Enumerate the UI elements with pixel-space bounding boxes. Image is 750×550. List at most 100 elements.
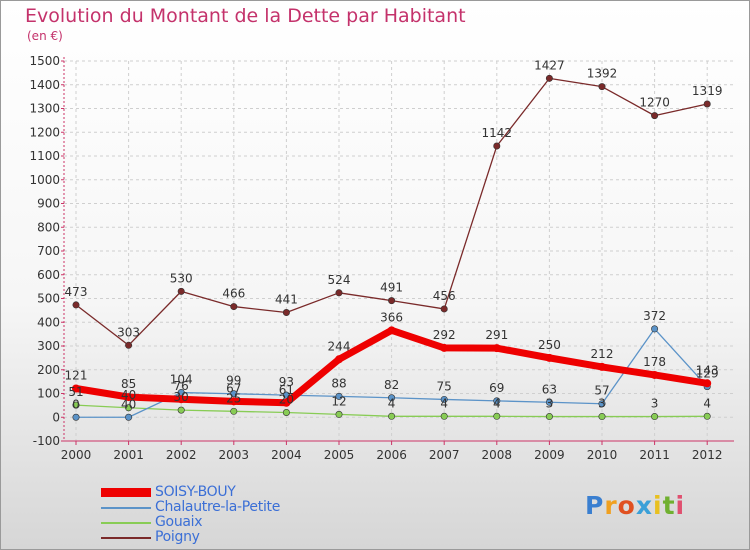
data-point-gouaix [598, 413, 606, 421]
legend-swatch-chalautre-la-petite [101, 506, 151, 509]
y-tick-label: 400 [37, 315, 60, 329]
data-point-poigny [282, 309, 290, 317]
data-point-soisy-bouy [282, 398, 291, 407]
data-label-chalautre-la-petite: 69 [489, 381, 504, 395]
data-point-soisy-bouy [440, 343, 449, 352]
data-label-soisy-bouy: 85 [121, 377, 136, 391]
data-label-chalautre-la-petite: 40 [121, 397, 136, 411]
data-point-gouaix [177, 406, 185, 414]
x-tick-label: 2002 [166, 448, 197, 462]
data-point-gouaix [440, 412, 448, 420]
data-point-gouaix [703, 412, 711, 420]
data-point-chalautre-la-petite [230, 390, 238, 398]
legend-label: SOISY-BOUY [155, 484, 236, 500]
data-label-chalautre-la-petite: 0 [72, 397, 80, 411]
data-label-gouaix: 4 [703, 396, 711, 410]
data-point-poigny [545, 74, 553, 82]
data-label-chalautre-la-petite: 88 [331, 376, 346, 390]
data-label-poigny: 1427 [534, 58, 565, 72]
data-label-gouaix: 4 [493, 396, 501, 410]
data-label-soisy-bouy: 76 [174, 379, 189, 393]
proxiti-logo: Proxiti [585, 491, 686, 520]
y-tick-label: -100 [33, 434, 60, 448]
data-point-gouaix [230, 407, 238, 415]
data-label-soisy-bouy: 212 [591, 347, 614, 361]
chart-unit: (en €) [27, 29, 63, 43]
data-point-poigny [703, 100, 711, 108]
data-point-soisy-bouy [598, 362, 606, 371]
data-label-gouaix: 3 [598, 397, 606, 411]
data-label-soisy-bouy: 121 [65, 369, 88, 383]
x-tick-label: 2000 [61, 448, 92, 462]
data-point-chalautre-la-petite [440, 395, 448, 403]
data-label-gouaix: 40 [121, 388, 136, 402]
data-label-gouaix: 4 [388, 396, 396, 410]
data-point-soisy-bouy [72, 384, 80, 393]
data-label-soisy-bouy: 143 [696, 363, 719, 377]
legend-label: Poigny [155, 529, 200, 545]
data-point-gouaix [545, 413, 553, 421]
data-label-poigny: 530 [170, 271, 193, 285]
x-tick-label: 2005 [324, 448, 355, 462]
data-label-soisy-bouy: 178 [643, 355, 666, 369]
legend-swatch-gouaix [101, 521, 151, 524]
y-tick-label: 700 [37, 244, 60, 258]
data-label-poigny: 441 [275, 293, 298, 307]
data-label-gouaix: 12 [331, 394, 346, 408]
y-tick-label: 1300 [29, 102, 60, 116]
data-point-chalautre-la-petite [545, 398, 553, 406]
legend-label: Chalautre-la-Petite [155, 499, 281, 515]
legend-item-poigny: Poigny [101, 530, 280, 545]
data-label-chalautre-la-petite: 93 [279, 375, 294, 389]
y-tick-label: 300 [37, 339, 60, 353]
data-label-gouaix: 3 [651, 397, 659, 411]
data-label-gouaix: 25 [226, 391, 241, 405]
data-point-gouaix [651, 413, 659, 421]
data-point-chalautre-la-petite [493, 397, 501, 405]
data-label-soisy-bouy: 67 [226, 381, 241, 395]
data-label-gouaix: 30 [174, 390, 189, 404]
data-point-soisy-bouy [335, 355, 343, 364]
data-label-poigny: 473 [65, 285, 88, 299]
data-point-soisy-bouy [492, 344, 501, 353]
data-label-poigny: 491 [380, 281, 403, 295]
data-point-soisy-bouy [545, 353, 554, 362]
data-point-poigny [72, 301, 80, 309]
data-point-chalautre-la-petite [72, 413, 80, 421]
data-label-gouaix: 20 [279, 393, 294, 407]
y-tick-label: 1100 [29, 149, 60, 163]
chart-legend: SOISY-BOUY Chalautre-la-Petite Gouaix Po… [101, 485, 280, 545]
data-point-poigny [177, 287, 185, 295]
y-tick-label: 600 [37, 268, 60, 282]
data-point-poigny [493, 142, 501, 150]
data-point-gouaix [282, 408, 290, 416]
data-label-chalautre-la-petite: 104 [170, 373, 193, 387]
data-point-poigny [125, 341, 133, 349]
data-label-soisy-bouy: 292 [433, 328, 456, 342]
y-tick-label: 900 [37, 197, 60, 211]
legend-item-soisy-bouy: SOISY-BOUY [101, 485, 280, 500]
data-point-soisy-bouy [177, 395, 186, 404]
data-label-soisy-bouy: 61 [279, 383, 294, 397]
data-point-chalautre-la-petite [651, 325, 659, 333]
data-point-chalautre-la-petite [335, 392, 343, 400]
data-label-poigny: 1142 [482, 126, 513, 140]
data-label-poigny: 524 [328, 273, 351, 287]
data-point-soisy-bouy [703, 379, 712, 388]
y-tick-label: 800 [37, 220, 60, 234]
data-label-chalautre-la-petite: 372 [643, 309, 666, 323]
legend-swatch-soisy-bouy [101, 488, 151, 497]
data-label-soisy-bouy: 244 [328, 339, 351, 353]
data-point-gouaix [493, 412, 501, 420]
data-point-gouaix [335, 410, 343, 418]
x-tick-label: 2001 [113, 448, 144, 462]
data-point-poigny [230, 303, 238, 311]
data-label-poigny: 456 [433, 289, 456, 303]
data-point-gouaix [125, 404, 133, 412]
y-tick-label: 100 [37, 387, 60, 401]
data-point-soisy-bouy [124, 393, 133, 402]
data-label-poigny: 466 [222, 287, 245, 301]
legend-item-chalautre-la-petite: Chalautre-la-Petite [101, 500, 280, 515]
